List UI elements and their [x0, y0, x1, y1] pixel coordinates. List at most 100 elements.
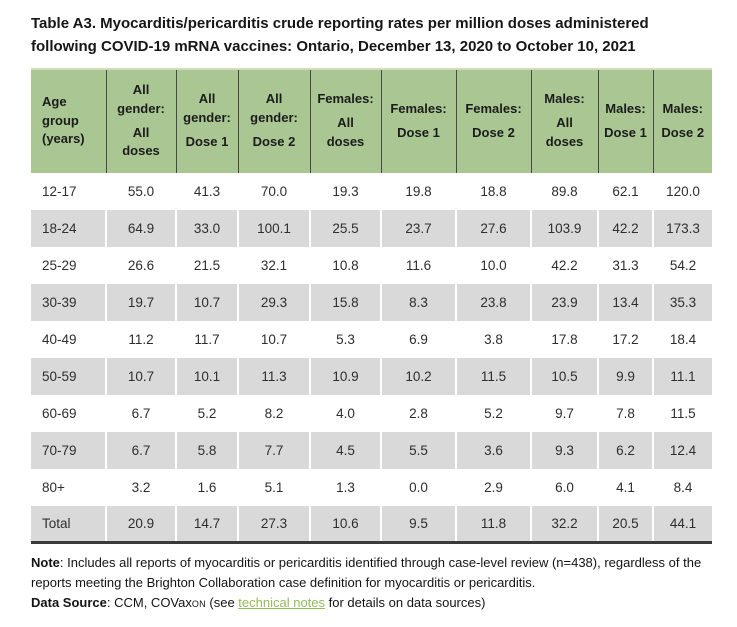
column-header-sublabel: All doses [545, 115, 584, 149]
rate-value-cell: 10.0 [455, 246, 531, 284]
technical-notes-link[interactable]: technical notes [238, 595, 326, 611]
column-header-sublabel: Dose 2 [472, 124, 515, 140]
rate-value-cell: 100.1 [237, 209, 310, 247]
data-source-label: Data Source [31, 595, 107, 611]
rate-value-cell: 8.3 [380, 283, 456, 321]
rate-value-cell: 7.8 [597, 394, 653, 432]
rate-value-cell: 8.4 [652, 468, 712, 506]
rate-value-cell: 10.2 [380, 357, 456, 395]
rate-value-cell: 21.5 [175, 246, 238, 284]
rate-value-cell: 10.9 [309, 357, 381, 395]
column-header-sublabel: Dose 2 [661, 124, 705, 140]
rate-value-cell: 54.2 [652, 246, 712, 284]
rate-value-cell: 9.3 [530, 431, 598, 469]
rate-value-cell: 11.2 [105, 320, 176, 358]
table-body: 12-17 55.0 41.3 70.0 19.3 19.8 18.8 89.8 62.1 120… [31, 172, 712, 543]
rate-value-cell: 31.3 [597, 246, 653, 284]
rate-value-cell: 8.2 [237, 394, 310, 432]
table-title-line2: following COVID-19 mRNA vaccines: Ontari… [31, 38, 636, 56]
rate-value-cell: 10.1 [175, 357, 238, 395]
rate-value-cell: 10.5 [530, 357, 598, 395]
table-header-row: Age group (years) All gender: All doses All… [31, 67, 712, 173]
column-header-all-gender-dose-2: All gender: Dose 2 [237, 67, 310, 173]
rate-value-cell: 70.0 [237, 172, 310, 210]
rate-value-cell: 5.1 [237, 468, 310, 506]
rate-value-cell: 13.4 [597, 283, 653, 321]
column-header-males-dose-2: Males: Dose 2 [652, 67, 712, 173]
rate-value-cell: 41.3 [175, 172, 238, 210]
rate-value-cell: 19.8 [380, 172, 456, 210]
rate-value-cell: 64.9 [105, 209, 176, 247]
rate-value-cell: 103.9 [530, 209, 598, 247]
rate-value-cell: 173.3 [652, 209, 712, 247]
column-header-age-group: Age group (years) [31, 67, 106, 173]
rate-value-cell: 10.8 [309, 246, 381, 284]
rate-value-cell: 20.9 [105, 505, 176, 543]
table-title: Table A3. Myocarditis/pericarditis crude… [31, 12, 713, 59]
rate-value-cell: 11.8 [455, 505, 531, 543]
data-source-text: Data Source: CCM, COVaxON (see technical… [31, 593, 713, 613]
rate-value-cell: 10.7 [175, 283, 238, 321]
column-header-label: Females: [465, 100, 522, 116]
table-row: 30-39 19.7 10.7 29.3 15.8 8.3 23.8 23.9 13.4 35.3 [31, 283, 712, 321]
column-header-label: Males: [662, 100, 703, 116]
rate-value-cell: 17.2 [597, 320, 653, 358]
rate-value-cell: 55.0 [105, 172, 176, 210]
rate-value-cell: 15.8 [309, 283, 381, 321]
rate-value-cell: 44.1 [652, 505, 712, 543]
rate-value-cell: 27.3 [237, 505, 310, 543]
table-title-line1: Table A3. Myocarditis/pericarditis crude… [31, 15, 649, 32]
column-header-label: Males: [605, 100, 646, 116]
rate-value-cell: 0.0 [380, 468, 456, 506]
data-source-mid: (see [205, 595, 239, 611]
column-header-males-all-doses: Males: All doses [530, 67, 598, 173]
data-source-post: for details on data sources) [325, 595, 486, 611]
rate-value-cell: 11.5 [652, 394, 712, 432]
rate-value-cell: 6.0 [530, 468, 598, 506]
rate-value-cell: 9.7 [530, 394, 598, 432]
rate-value-cell: 20.5 [597, 505, 653, 543]
table-row: 40-49 11.2 11.7 10.7 5.3 6.9 3.8 17.8 17.2 18.4 [31, 320, 712, 358]
rate-value-cell: 10.7 [105, 357, 176, 395]
rate-value-cell: 9.5 [380, 505, 456, 543]
myocarditis-rates-table: Age group (years) All gender: All doses All… [31, 67, 712, 544]
rate-value-cell: 29.3 [237, 283, 310, 321]
covaxon-subscript: ON [191, 599, 206, 610]
age-group-cell: 40-49 [42, 331, 77, 347]
rate-value-cell: 25.5 [309, 209, 381, 247]
rate-value-cell: 18.4 [652, 320, 712, 358]
table-row: 50-59 10.7 10.1 11.3 10.9 10.2 11.5 10.5 9.9 11.1 [31, 357, 712, 395]
age-group-cell: 25-29 [42, 257, 77, 273]
rate-value-cell: 1.3 [309, 468, 381, 506]
rate-value-cell: 120.0 [652, 172, 712, 210]
table-row: 18-24 64.9 33.0 100.1 25.5 23.7 27.6 103.9 42.2 1… [31, 209, 712, 247]
table-row: Total 20.9 14.7 27.3 10.6 9.5 11.8 32.2 20.5 44.1 [31, 505, 712, 543]
column-header-sublabel: Dose 1 [185, 133, 229, 149]
rate-value-cell: 3.8 [455, 320, 531, 358]
rate-value-cell: 5.2 [455, 394, 531, 432]
rate-value-cell: 32.2 [530, 505, 598, 543]
rate-value-cell: 6.7 [105, 394, 176, 432]
table-row: 60-69 6.7 5.2 8.2 4.0 2.8 5.2 9.7 7.8 11.5 [31, 394, 712, 432]
column-header-sublabel: All doses [326, 115, 365, 149]
rate-value-cell: 2.8 [380, 394, 456, 432]
rate-value-cell: 10.6 [309, 505, 381, 543]
rate-value-cell: 4.0 [309, 394, 381, 432]
note-label: Note [31, 555, 60, 570]
rate-value-cell: 6.9 [380, 320, 456, 358]
rate-value-cell: 5.2 [175, 394, 238, 432]
rate-value-cell: 27.6 [455, 209, 531, 247]
column-header-label: All gender: [183, 91, 231, 126]
table-row: 25-29 26.6 21.5 32.1 10.8 11.6 10.0 42.2 31.3 54.… [31, 246, 712, 284]
rate-value-cell: 12.4 [652, 431, 712, 469]
age-group-cell: 80+ [42, 479, 65, 495]
rate-value-cell: 42.2 [597, 209, 653, 247]
rate-value-cell: 11.3 [237, 357, 310, 395]
column-header-sublabel: Dose 1 [397, 124, 440, 140]
age-group-cell: 50-59 [31, 357, 106, 395]
column-header-label: Females: [317, 91, 374, 107]
rate-value-cell: 23.7 [380, 209, 456, 247]
column-header-label: All gender: [250, 91, 298, 126]
rate-value-cell: 11.7 [175, 320, 238, 358]
column-header-females-all-doses: Females: All doses [309, 67, 381, 173]
